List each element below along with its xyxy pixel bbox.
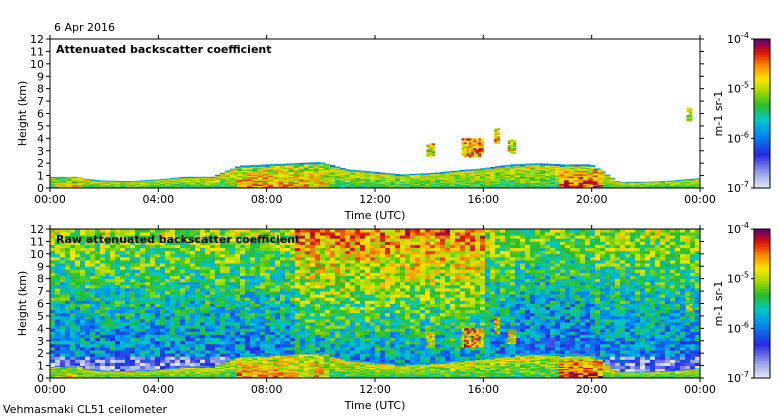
colorbar-tick-label: 10-6 [727, 130, 749, 145]
x-tick-label: 00:00 [684, 193, 716, 206]
x-tick-label: 08:00 [251, 383, 283, 396]
x-tick-label: 20:00 [576, 193, 608, 206]
y-tick-label: 10 [30, 248, 44, 261]
colorbar-tick-label: 10-6 [727, 320, 749, 335]
backscatter-cells [50, 229, 701, 379]
y-tick-label: 10 [30, 58, 44, 71]
y-tick-label: 8 [37, 273, 44, 286]
x-tick-label: 16:00 [467, 193, 499, 206]
y-tick-label: 6 [37, 108, 44, 121]
y-tick-label: 12 [30, 223, 44, 236]
plot-background [50, 39, 700, 188]
colorbar: 10-7 10-6 10-5 10-4 m-1 sr-1 [712, 31, 771, 195]
panel-title: Raw attenuated backscatter coefficient [56, 233, 300, 246]
colorbar-label: m-1 sr-1 [712, 281, 725, 327]
panel-title: Attenuated backscatter coefficient [56, 43, 272, 56]
colorbar-tick-label: 10-4 [727, 221, 749, 236]
y-tick-label: 3 [37, 335, 44, 348]
date-label: 6 Apr 2016 [54, 21, 115, 34]
x-tick-label: 16:00 [467, 383, 499, 396]
panel-2: Raw attenuated backscatter coefficient01… [16, 221, 771, 412]
y-tick-label: 3 [37, 145, 44, 158]
y-tick-label: 0 [37, 372, 44, 385]
x-tick-label: 00:00 [34, 383, 66, 396]
y-tick-label: 5 [37, 120, 44, 133]
y-tick-label: 7 [37, 285, 44, 298]
y-tick-label: 1 [37, 360, 44, 373]
x-tick-label: 00:00 [684, 383, 716, 396]
y-tick-label: 1 [37, 170, 44, 183]
y-tick-label: 4 [37, 132, 44, 145]
instrument-label: Vehmasmaki CL51 ceilometer [3, 403, 168, 416]
x-tick-label: 00:00 [34, 193, 66, 206]
x-tick-label: 08:00 [251, 193, 283, 206]
y-tick-label: 9 [37, 70, 44, 83]
x-tick-label: 12:00 [359, 193, 391, 206]
y-tick-label: 9 [37, 260, 44, 273]
colorbar-tick-label: 10-7 [727, 180, 749, 195]
y-tick-label: 2 [37, 347, 44, 360]
colorbar-frame [753, 228, 771, 379]
x-tick-label: 12:00 [359, 383, 391, 396]
x-tick-label: 20:00 [576, 383, 608, 396]
y-tick-label: 6 [37, 298, 44, 311]
colorbar-frame [753, 38, 771, 189]
colorbar-tick-label: 10-5 [727, 81, 749, 96]
y-tick-label: 7 [37, 95, 44, 108]
heatmap-plot-area [50, 39, 701, 189]
x-axis-label: Time (UTC) [344, 399, 406, 412]
y-axis-label: Height (km) [16, 271, 29, 337]
colorbar-tick-label: 10-4 [727, 31, 749, 46]
x-tick-label: 04:00 [142, 193, 174, 206]
y-tick-label: 2 [37, 157, 44, 170]
y-axis-label: Height (km) [16, 81, 29, 147]
y-tick-label: 11 [30, 235, 44, 248]
y-tick-label: 11 [30, 45, 44, 58]
y-tick-label: 4 [37, 322, 44, 335]
panel-1: Attenuated backscatter coefficient012345… [16, 31, 771, 222]
y-tick-label: 8 [37, 83, 44, 96]
colorbar-tick-label: 10-5 [727, 271, 749, 286]
x-axis-label: Time (UTC) [344, 209, 406, 222]
y-tick-label: 12 [30, 33, 44, 46]
heatmap-plot-area [50, 229, 701, 379]
y-tick-label: 5 [37, 310, 44, 323]
y-tick-label: 0 [37, 182, 44, 195]
x-tick-label: 04:00 [142, 383, 174, 396]
colorbar-label: m-1 sr-1 [712, 91, 725, 137]
colorbar: 10-7 10-6 10-5 10-4 m-1 sr-1 [712, 221, 771, 385]
colorbar-tick-label: 10-7 [727, 370, 749, 385]
